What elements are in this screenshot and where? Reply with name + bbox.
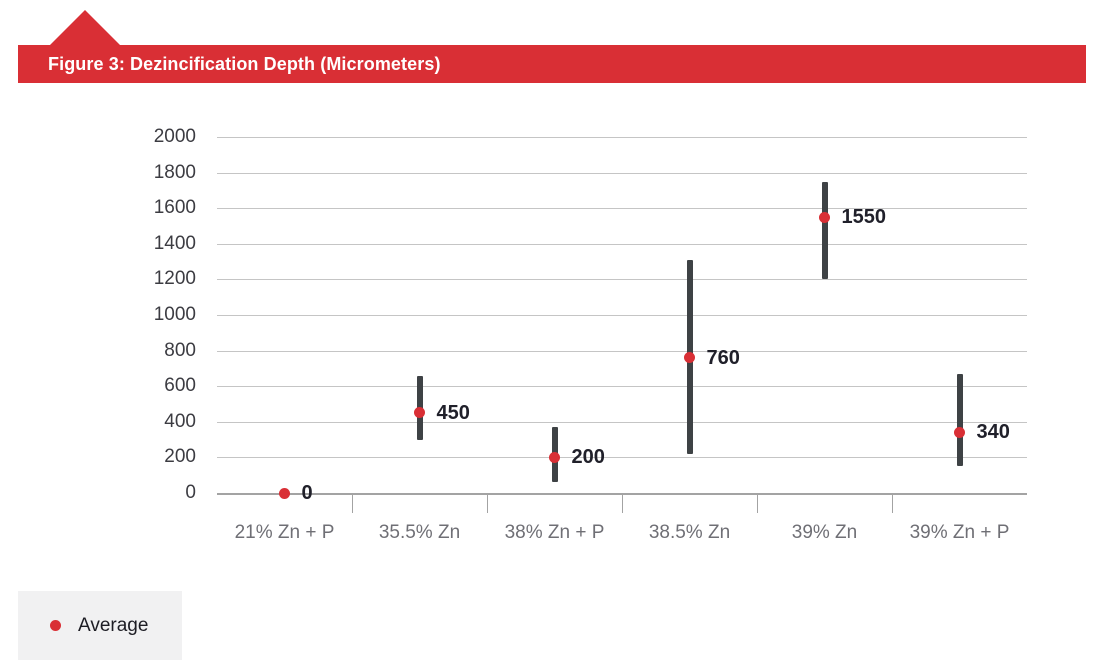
average-dot [279,487,290,499]
x-axis-tick [892,493,893,513]
gridline [217,457,1027,459]
range-bar [821,181,828,280]
gridline [217,279,1027,281]
x-axis-label: 38% Zn + P [504,522,605,543]
value-label: 1550 [841,206,887,229]
value-label: 340 [976,421,1010,444]
x-axis-tick [352,493,353,513]
y-axis-label: 1600 [153,197,196,219]
legend: Average [18,591,182,660]
gridline [217,315,1027,316]
figure-title: Figure 3: Dezincification Depth (Microme… [48,53,441,74]
gridline [217,243,1027,245]
figure-title-banner: Figure 3: Dezincification Depth (Microme… [18,45,1086,83]
y-axis-label: 1400 [153,232,196,254]
x-axis-tick [622,493,623,513]
gridline [217,421,1027,423]
value-label: 760 [706,346,740,369]
x-axis-label: 39% Zn + P [909,522,1010,543]
y-axis-label: 1200 [153,268,196,290]
legend-average-label: Average [78,614,149,636]
value-label: 0 [301,482,313,504]
average-dot [414,407,425,419]
average-dot [684,352,695,364]
y-axis-label: 0 [185,482,196,503]
gridline [217,208,1027,210]
gridline [217,386,1027,388]
average-dot [549,451,560,463]
average-dot [954,426,965,438]
legend-average-dot-icon [50,620,61,631]
y-axis-label: 2000 [153,126,196,147]
gridline [217,172,1027,174]
y-axis-label: 800 [164,339,196,361]
x-axis-tick [487,493,488,513]
gridline [217,350,1027,352]
gridline [217,137,1027,138]
x-axis-label: 35.5% Zn [378,522,461,543]
y-axis-label: 1800 [153,161,196,183]
average-dot [819,211,830,223]
x-axis-label: 38.5% Zn [648,522,731,543]
banner-arrow-up-icon [50,10,120,45]
x-axis-label: 39% Zn [791,522,858,543]
x-axis-tick [757,493,758,513]
x-axis-label: 21% Zn + P [234,522,335,543]
value-label: 200 [571,446,605,469]
range-bar [956,373,963,467]
y-axis-label: 200 [164,446,196,468]
y-axis-label: 600 [164,375,196,397]
y-axis-label: 1000 [153,304,196,325]
y-axis-label: 400 [164,410,196,432]
value-label: 450 [436,401,470,424]
dezincification-depth-chart: 0 200 400 600 800 1000 1200 1400 1600 1800 2000 0 21… [153,126,1027,543]
